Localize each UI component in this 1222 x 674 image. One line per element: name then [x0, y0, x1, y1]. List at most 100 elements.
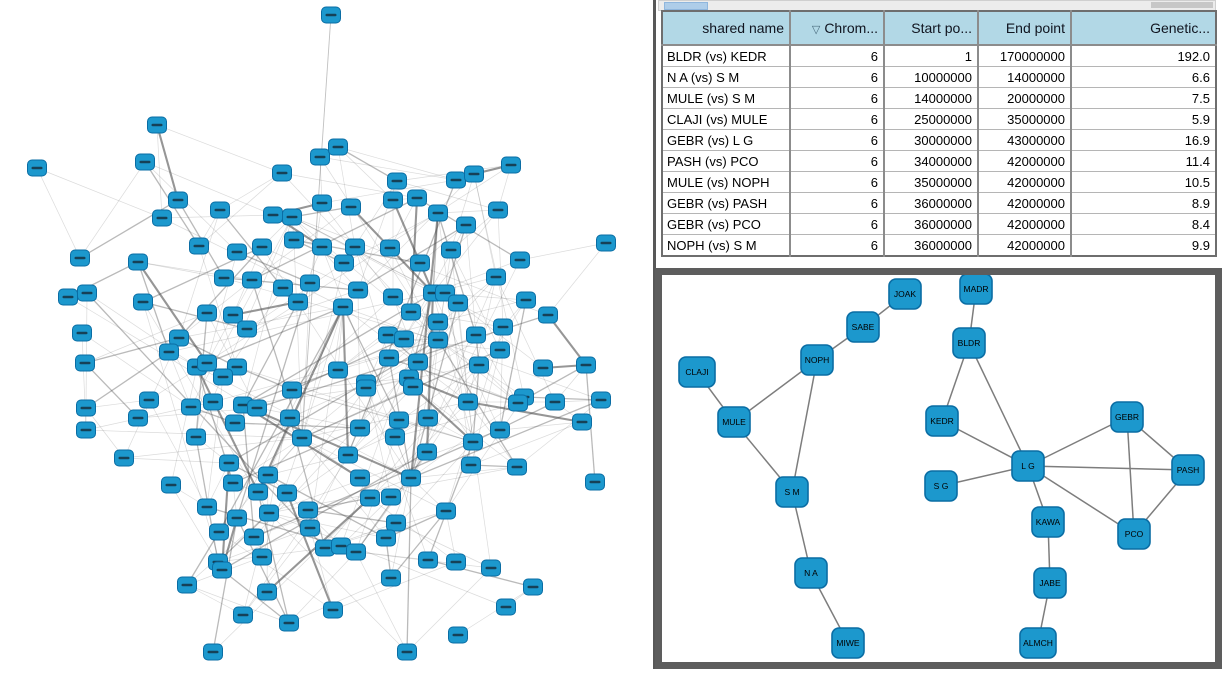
- network-edge[interactable]: [1027, 465, 1189, 471]
- network-node[interactable]: [186, 428, 206, 446]
- table-row[interactable]: GEBR (vs) L G 6 30000000 43000000 16.9: [662, 129, 1216, 151]
- network-node[interactable]: [410, 254, 430, 272]
- network-node[interactable]: [223, 306, 243, 324]
- network-node[interactable]: [152, 209, 172, 227]
- table-cell[interactable]: BLDR (vs) KEDR: [662, 45, 790, 67]
- network-node[interactable]: [401, 303, 421, 321]
- table-cell[interactable]: 11.4: [1070, 150, 1216, 172]
- network-node[interactable]: [516, 291, 536, 309]
- table-cell[interactable]: 10.5: [1070, 171, 1216, 193]
- network-node[interactable]: [381, 569, 401, 587]
- network-node[interactable]: [576, 356, 596, 374]
- table-cell[interactable]: GEBR (vs) L G: [662, 129, 790, 151]
- network-node[interactable]: [298, 501, 318, 519]
- network-node[interactable]: [292, 429, 312, 447]
- network-node[interactable]: [128, 409, 148, 427]
- network-node[interactable]: [446, 553, 466, 571]
- table-row[interactable]: MULE (vs) S M 6 14000000 20000000 7.5: [662, 87, 1216, 109]
- table-row[interactable]: CLAJI (vs) MULE 6 25000000 35000000 5.9: [662, 108, 1216, 130]
- table-cell[interactable]: 6: [789, 213, 884, 235]
- network-node[interactable]: [225, 414, 245, 432]
- table-cell[interactable]: CLAJI (vs) MULE: [662, 108, 790, 130]
- table-cell[interactable]: 7.5: [1070, 87, 1216, 109]
- network-view-secondary[interactable]: JOAK SABE NOPH CLAJI MULE MADR BLDR KEDR GEBR L G…: [655, 268, 1222, 669]
- network-node[interactable]: BLDR: [952, 327, 986, 359]
- scrollbar-thumb[interactable]: [664, 2, 708, 10]
- network-node[interactable]: [456, 216, 476, 234]
- network-node[interactable]: [128, 253, 148, 271]
- table-cell[interactable]: GEBR (vs) PCO: [662, 213, 790, 235]
- network-node[interactable]: PCO: [1117, 518, 1151, 550]
- node-shape[interactable]: [831, 627, 865, 659]
- table-cell[interactable]: 20000000: [977, 87, 1071, 109]
- network-node[interactable]: [133, 293, 153, 311]
- network-node[interactable]: [408, 353, 428, 371]
- node-shape[interactable]: [1171, 454, 1205, 486]
- node-shape[interactable]: [1117, 518, 1151, 550]
- node-shape[interactable]: [1033, 567, 1067, 599]
- network-node[interactable]: [496, 598, 516, 616]
- network-node[interactable]: KAWA: [1031, 506, 1065, 538]
- network-edge[interactable]: [968, 342, 1029, 467]
- scrollbar-segment[interactable]: [1151, 2, 1213, 8]
- network-node[interactable]: [345, 238, 365, 256]
- network-node[interactable]: [277, 484, 297, 502]
- network-node[interactable]: [469, 356, 489, 374]
- network-node[interactable]: [223, 474, 243, 492]
- network-node[interactable]: ALMCH: [1019, 627, 1057, 659]
- table-row[interactable]: GEBR (vs) PCO 6 36000000 42000000 8.4: [662, 213, 1216, 235]
- node-shape[interactable]: [925, 405, 959, 437]
- network-node[interactable]: [139, 391, 159, 409]
- network-node[interactable]: [310, 148, 330, 166]
- table-row[interactable]: GEBR (vs) PASH 6 36000000 42000000 8.9: [662, 192, 1216, 214]
- table-cell[interactable]: 42000000: [977, 234, 1071, 257]
- network-node[interactable]: [169, 329, 189, 347]
- table-cell[interactable]: PASH (vs) PCO: [662, 150, 790, 172]
- table-cell[interactable]: 192.0: [1070, 45, 1216, 67]
- network-node[interactable]: [219, 454, 239, 472]
- node-shape[interactable]: [1011, 450, 1045, 482]
- table-cell[interactable]: 42000000: [977, 171, 1071, 193]
- table-cell[interactable]: 6: [789, 150, 884, 172]
- table-cell[interactable]: 8.4: [1070, 213, 1216, 235]
- table-cell[interactable]: 8.9: [1070, 192, 1216, 214]
- network-edge[interactable]: [1126, 416, 1135, 535]
- table-cell[interactable]: MULE (vs) S M: [662, 87, 790, 109]
- network-node[interactable]: [533, 359, 553, 377]
- network-node[interactable]: SABE: [846, 311, 880, 343]
- network-node[interactable]: [334, 254, 354, 272]
- table-row[interactable]: NOPH (vs) S M 6 36000000 42000000 9.9: [662, 234, 1216, 257]
- table-cell[interactable]: 42000000: [977, 192, 1071, 214]
- network-node[interactable]: [252, 238, 272, 256]
- table-cell[interactable]: 36000000: [883, 213, 978, 235]
- network-node[interactable]: [383, 191, 403, 209]
- node-shape[interactable]: [1019, 627, 1057, 659]
- network-node[interactable]: [252, 548, 272, 566]
- network-node[interactable]: [448, 626, 468, 644]
- node-shape[interactable]: [717, 406, 751, 438]
- node-shape[interactable]: [952, 327, 986, 359]
- table-cell[interactable]: 9.9: [1070, 234, 1216, 257]
- network-node[interactable]: [177, 576, 197, 594]
- network-view-main[interactable]: [0, 0, 653, 669]
- table-cell[interactable]: 36000000: [883, 192, 978, 214]
- node-shape[interactable]: [1110, 401, 1144, 433]
- network-node[interactable]: [197, 304, 217, 322]
- network-edge[interactable]: [791, 359, 818, 493]
- network-node[interactable]: [76, 421, 96, 439]
- panel-divider[interactable]: [653, 0, 656, 669]
- network-node[interactable]: [273, 279, 293, 297]
- network-node[interactable]: [213, 368, 233, 386]
- network-node[interactable]: [114, 449, 134, 467]
- network-node[interactable]: [323, 601, 343, 619]
- network-node[interactable]: [464, 165, 484, 183]
- network-node[interactable]: [446, 171, 466, 189]
- network-node[interactable]: [280, 409, 300, 427]
- network-node[interactable]: [507, 458, 527, 476]
- network-node[interactable]: MIWE: [831, 627, 865, 659]
- network-node[interactable]: [523, 578, 543, 596]
- column-header-1[interactable]: ▽ Chrom...: [789, 11, 884, 46]
- network-node[interactable]: [436, 502, 456, 520]
- network-node[interactable]: [181, 398, 201, 416]
- network-edge[interactable]: [1027, 465, 1135, 535]
